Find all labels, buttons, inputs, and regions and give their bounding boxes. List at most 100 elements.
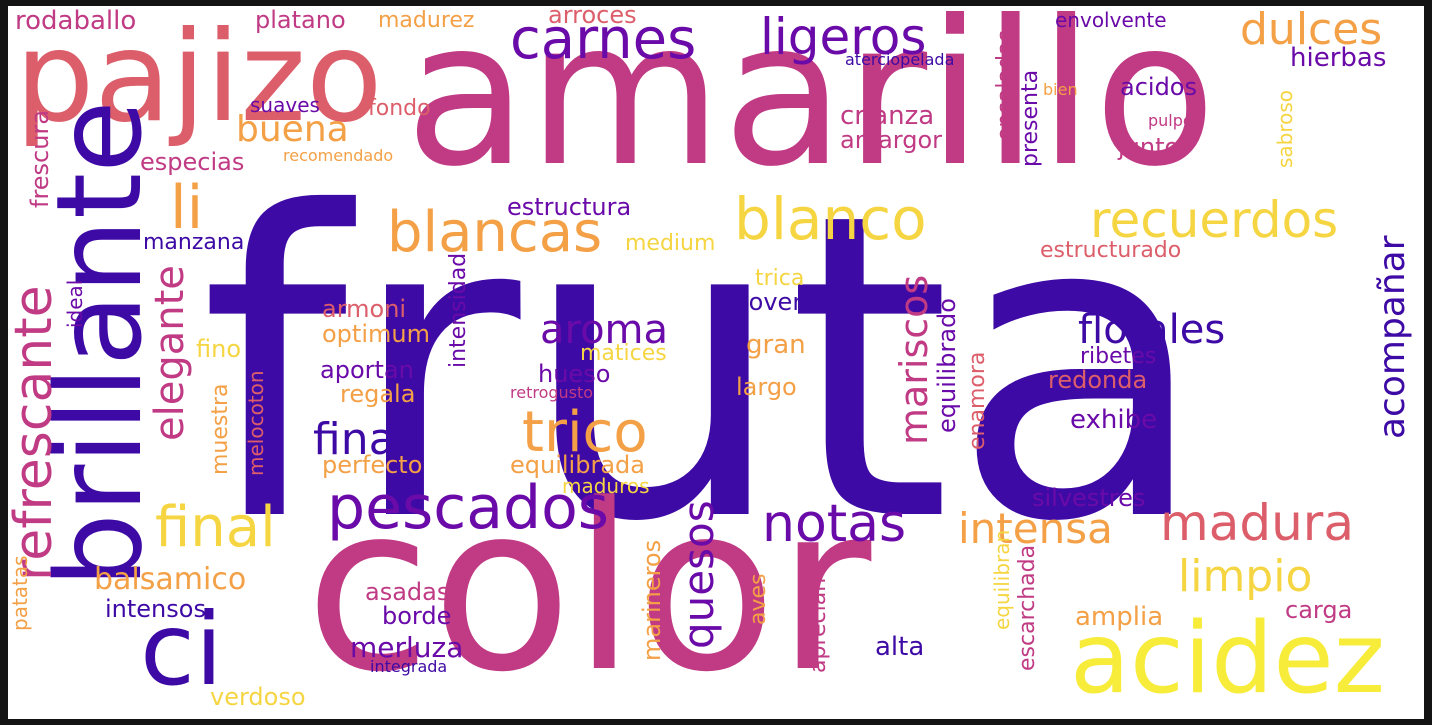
cloud-word-ideal: ideal [63, 279, 87, 328]
cloud-word-manzana: manzana [143, 230, 245, 255]
cloud-word-matices: matices [580, 341, 667, 366]
cloud-word-refrescante: refrescante [4, 285, 64, 581]
cloud-word-crianza: crianza [840, 101, 935, 131]
cloud-word-arroces: arroces [548, 1, 637, 29]
cloud-word-madura: madura [1160, 494, 1354, 552]
cloud-word-final: final [155, 495, 276, 560]
cloud-word-medium: medium [625, 231, 716, 256]
cloud-word-redonda: redonda [1048, 366, 1148, 394]
cloud-word-blancas: blancas [387, 200, 603, 265]
cloud-word-amplia: amplia [1075, 602, 1164, 632]
cloud-word-patatas: patatas [8, 555, 32, 631]
cloud-word-muestra: muestra [208, 383, 233, 475]
cloud-word-intensa: intensa [958, 504, 1113, 553]
cloud-word-frescura: frescura [26, 109, 54, 208]
cloud-word-recuerdos: recuerdos [1090, 191, 1339, 249]
cloud-word-presenta: presenta [1018, 69, 1043, 167]
cloud-word-recomendado: recomendado [283, 146, 394, 165]
cloud-word-florales: florales [1078, 307, 1226, 353]
cloud-word-blanco: blanco [734, 185, 927, 253]
cloud-word-hierbas: hierbas [1290, 43, 1387, 73]
cloud-word-ensaladas: ensaladas [993, 30, 1018, 141]
cloud-word-platano: platano [255, 6, 346, 34]
cloud-word-rodaballo: rodaballo [15, 6, 137, 36]
cloud-word-equilibran: equilibran [990, 529, 1014, 630]
cloud-word-carga: carga [1285, 596, 1353, 624]
cloud-word-fondo: fondo [368, 96, 431, 121]
cloud-word-marineros: marineros [638, 539, 666, 661]
cloud-word-optimum: optimum [322, 320, 430, 348]
cloud-word-intensos: intensos [105, 595, 206, 623]
cloud-word-acompañar: acompañar [1372, 235, 1413, 439]
cloud-word-suaves: suaves [250, 93, 320, 117]
cloud-word-pescados: pescados [327, 473, 610, 543]
cloud-word-pajizo: pajizo [15, 5, 383, 150]
cloud-word-gran: gran [746, 330, 806, 360]
cloud-word-elegante: elegante [147, 265, 193, 441]
cloud-word-perfecto: perfecto [322, 451, 423, 479]
cloud-word-joven: joven [742, 288, 808, 316]
cloud-word-exhibe: exhibe [1070, 405, 1158, 435]
cloud-word-aprecian: aprecian [806, 577, 831, 673]
cloud-word-pulpo: pulpo [1148, 111, 1193, 130]
cloud-word-ribetes: ribetes [1080, 344, 1157, 369]
cloud-word-mariscos: mariscos [892, 274, 936, 445]
cloud-word-envolvente: envolvente [1055, 8, 1167, 32]
cloud-word-enamora: enamora [965, 351, 990, 450]
cloud-word-verdoso: verdoso [210, 683, 306, 711]
cloud-word-aves: aves [746, 573, 771, 626]
cloud-word-retrogusto: retrogusto [510, 383, 594, 402]
cloud-word-notas: notas [762, 494, 907, 554]
cloud-word-alta: alta [875, 632, 925, 662]
cloud-word-merluza: merluza [350, 631, 464, 664]
cloud-word-melocoton: melocoton [244, 370, 268, 476]
cloud-word-carnes: carnes [510, 7, 697, 72]
cloud-word-estructura: estructura [507, 193, 632, 221]
cloud-word-largo: largo [736, 373, 797, 401]
cloud-word-color: color [305, 456, 872, 723]
cloud-word-borde: borde [382, 602, 452, 630]
cloud-word-amarillo: amarillo [405, 0, 1217, 211]
cloud-word-limpio: limpio [1178, 551, 1313, 602]
cloud-word-intensidad: intensidad [446, 252, 471, 368]
cloud-word-junto: junto [1118, 133, 1180, 161]
cloud-word-aportan: aportan [320, 356, 414, 384]
cloud-word-quesos: quesos [674, 500, 723, 649]
cloud-word-escarchada: escarchada [1015, 544, 1040, 671]
cloud-word-buena: buena [236, 109, 349, 150]
cloud-word-balsamico: balsamico [94, 562, 247, 597]
cloud-word-hueso: hueso [538, 360, 611, 388]
frame-border-bottom [0, 719, 1432, 725]
cloud-word-bien: bien [1043, 80, 1078, 99]
cloud-word-asadas: asadas [365, 578, 450, 606]
cloud-word-acidez: acidez [1070, 602, 1386, 716]
cloud-word-ci: ci [140, 591, 223, 708]
cloud-word-estructurado: estructurado [1040, 238, 1182, 263]
cloud-word-aroma: aroma [540, 307, 669, 353]
cloud-word-sabroso: sabroso [1273, 89, 1297, 168]
cloud-word-armoni: armoni [322, 295, 407, 323]
frame-border-right [1424, 0, 1432, 725]
cloud-word-ligeros: ligeros [760, 8, 927, 66]
cloud-word-li: li [170, 173, 204, 243]
cloud-word-aterciopelada: aterciopelada [845, 50, 955, 69]
cloud-word-integrada: integrada [370, 657, 448, 676]
cloud-word-equilibrado: equilibrado [933, 298, 961, 433]
cloud-word-regala: regala [340, 380, 416, 408]
cloud-word-maduros: maduros [562, 474, 650, 498]
cloud-word-trico: trico [522, 400, 648, 465]
frame-border-top [0, 0, 1432, 6]
cloud-word-dulces: dulces [1240, 4, 1383, 55]
cloud-word-especias: especias [140, 148, 245, 176]
cloud-word-madurez: madurez [378, 8, 475, 33]
cloud-word-acidos: acidos [1120, 73, 1197, 101]
cloud-word-fino: fino [196, 335, 242, 363]
frame-border-left [0, 0, 8, 725]
cloud-word-finas: finas [313, 414, 419, 465]
cloud-word-amargor: amargor [840, 126, 943, 154]
cloud-word-equilibrada: equilibrada [510, 451, 645, 479]
cloud-word-trica: trica [755, 266, 805, 291]
cloud-word-silvestres: silvestres [1032, 484, 1146, 512]
cloud-word-fruta: fruta [200, 125, 1209, 614]
